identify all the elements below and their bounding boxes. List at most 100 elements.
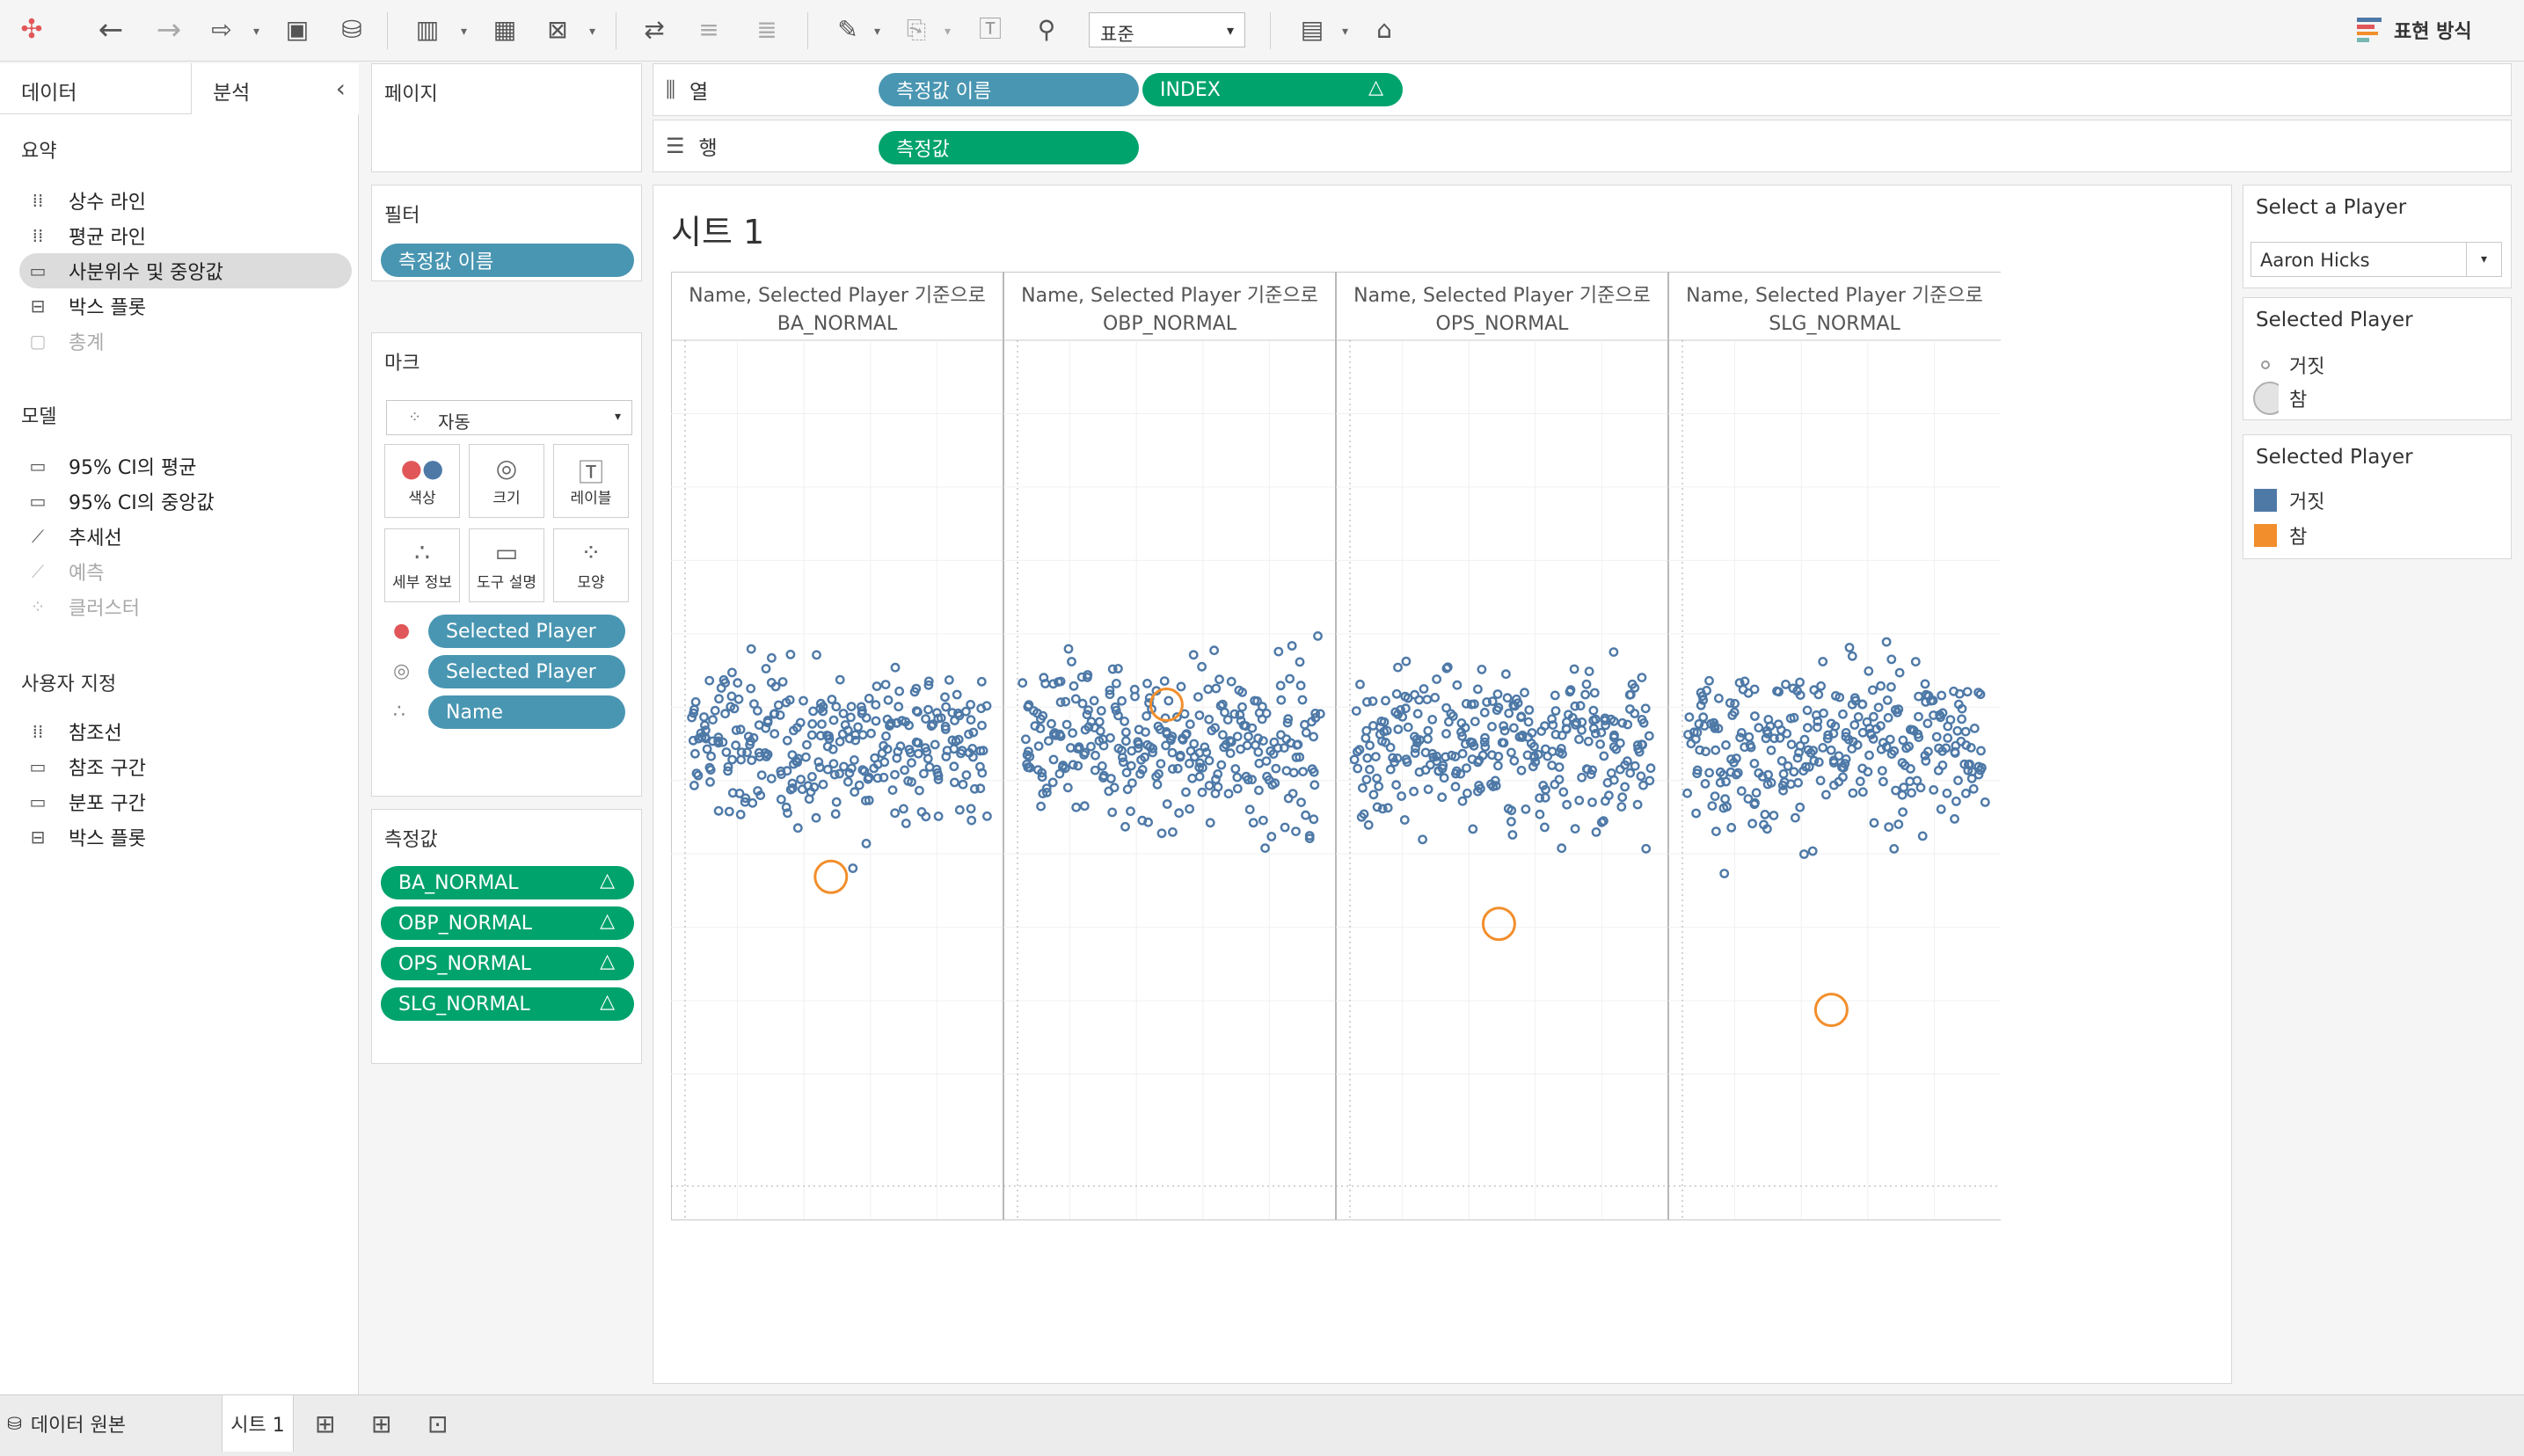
analytics-item-quartiles[interactable]: ▭ 사분위수 및 중앙값 xyxy=(19,253,352,288)
data-point xyxy=(1410,748,1420,758)
analytics-item-box-plot[interactable]: ⊟ 박스 플롯 xyxy=(19,288,352,324)
color-legend-item-true[interactable]: 참 xyxy=(2252,521,2307,550)
measure-pill-obp-normal[interactable]: OBP_NORMAL △ xyxy=(381,906,634,940)
new-dashboard-icon[interactable]: ⊞ xyxy=(371,1409,392,1438)
data-point xyxy=(1261,708,1272,718)
analytics-item-reference-line[interactable]: ⁞⁞ 참조선 xyxy=(19,714,352,749)
show-me-button[interactable]: 표현 방식 xyxy=(2357,14,2472,46)
columns-shelf[interactable]: ⫼ 열 측정값 이름 INDEX △ xyxy=(653,63,2512,116)
data-point xyxy=(1432,756,1441,767)
analytics-item-cluster[interactable]: ⁘ 클러스터 xyxy=(19,589,352,624)
size-button-label: 크기 xyxy=(492,490,521,507)
new-worksheet-dropdown-icon[interactable]: ▾ xyxy=(461,25,468,39)
sheet-tab-sheet1[interactable]: 시트 1 xyxy=(222,1395,294,1452)
fix-axes-icon[interactable]: ⚲ xyxy=(1037,15,1056,44)
data-point xyxy=(1479,707,1490,717)
tooltip-button[interactable]: ▭ 도구 설명 xyxy=(469,528,544,602)
size-legend: Selected Player 거짓 참 xyxy=(2243,297,2512,420)
analytics-item-ci-median[interactable]: ▭ 95% CI의 중앙값 xyxy=(19,484,352,519)
analytics-item-average-line[interactable]: ⁞⁞ 평균 라인 xyxy=(19,218,352,253)
analytics-item-box-plot-custom[interactable]: ⊟ 박스 플롯 xyxy=(19,819,352,855)
sort-ascending-icon[interactable]: ≡ xyxy=(698,15,719,44)
rows-shelf[interactable]: ☰ 행 측정값 xyxy=(653,120,2512,172)
marks-pill-color-selected-player[interactable]: Selected Player xyxy=(428,615,625,648)
data-point xyxy=(1506,747,1516,758)
redo-icon[interactable]: → xyxy=(156,12,182,47)
new-worksheet-icon[interactable]: ▥ xyxy=(415,15,440,44)
tableau-logo-icon[interactable]: ✣ xyxy=(20,14,43,45)
mark-type-select[interactable]: ⁘ 자동 ▾ xyxy=(386,400,632,435)
mark-type-value: 자동 xyxy=(438,411,471,433)
tab-analytics[interactable]: 분석 xyxy=(192,63,359,114)
highlight-dropdown-icon[interactable]: ▾ xyxy=(874,25,881,39)
measure-pill-ba-normal[interactable]: BA_NORMAL △ xyxy=(381,866,634,899)
scatter-chart[interactable]: Name, Selected Player 기준으로 BA_NORMAL Name,… xyxy=(671,272,2002,1225)
rows-pill-measure-values[interactable]: 측정값 xyxy=(879,131,1139,164)
data-point xyxy=(1928,695,1938,706)
collapse-pane-icon[interactable]: ‹ xyxy=(335,74,346,103)
filter-pill-measure-names[interactable]: 측정값 이름 xyxy=(381,244,634,277)
panel-header-line1: Name, Selected Player 기준으로 xyxy=(1353,285,1651,307)
data-source-tab[interactable]: ⛁ 데이터 원본 xyxy=(7,1395,126,1452)
sheet-title[interactable]: 시트 1 xyxy=(671,213,765,251)
detail-button[interactable]: ∴ 세부 정보 xyxy=(384,528,460,602)
data-point xyxy=(1107,664,1118,674)
analytics-item-distribution-band[interactable]: ▭ 분포 구간 xyxy=(19,784,352,819)
data-point xyxy=(1353,763,1363,774)
analytics-item-constant-line[interactable]: ⁞⁞ 상수 라인 xyxy=(19,183,352,218)
analytics-item-totals[interactable]: ▢ 총계 xyxy=(19,324,352,359)
data-point xyxy=(1609,647,1619,657)
measure-pill-slg-normal[interactable]: SLG_NORMAL △ xyxy=(381,987,634,1021)
new-worksheet-icon[interactable]: ⊞ xyxy=(315,1409,336,1438)
size-button[interactable]: ◎ 크기 xyxy=(469,444,544,518)
columns-pill-index[interactable]: INDEX △ xyxy=(1142,73,1403,106)
analytics-item-ci-mean[interactable]: ▭ 95% CI의 평균 xyxy=(19,448,352,484)
highlight-icon[interactable]: ✎ xyxy=(837,15,858,44)
presentation-mode-icon[interactable]: ⌂ xyxy=(1376,15,1392,44)
color-legend-item-false[interactable]: 거짓 xyxy=(2252,486,2324,514)
columns-pill-measure-names[interactable]: 측정값 이름 xyxy=(879,73,1139,106)
size-legend-item-true[interactable]: 참 xyxy=(2252,382,2307,415)
label-button[interactable]: 🅃 레이블 xyxy=(553,444,629,518)
data-point xyxy=(1439,773,1449,783)
data-point xyxy=(753,705,762,716)
marks-pill-size-selected-player[interactable]: Selected Player xyxy=(428,655,625,688)
marks-pill-detail-name[interactable]: Name xyxy=(428,695,625,729)
new-data-source-icon[interactable]: ⛁ xyxy=(341,15,362,44)
measure-pill-ops-normal[interactable]: OPS_NORMAL △ xyxy=(381,947,634,980)
data-point xyxy=(1382,803,1393,813)
group-members-icon[interactable]: ⎘ xyxy=(906,15,927,44)
average-line-icon: ⁞⁞ xyxy=(32,225,44,246)
tab-data[interactable]: 데이터 xyxy=(0,63,192,114)
player-select-dropdown[interactable]: Aaron Hicks ▾ xyxy=(2250,242,2502,277)
analytics-item-trend-line[interactable]: ⟋ 추세선 xyxy=(19,519,352,554)
replay-icon[interactable]: ⇨ xyxy=(211,15,232,44)
swap-rows-columns-icon[interactable]: ⇄ xyxy=(644,15,665,44)
duplicate-sheet-icon[interactable]: ▦ xyxy=(492,15,517,44)
show-mark-labels-icon[interactable]: 🅃 xyxy=(978,17,1002,43)
analytics-item-forecast[interactable]: ⟋ 예측 xyxy=(19,554,352,589)
size-legend-item-false[interactable]: 거짓 xyxy=(2252,351,2324,379)
save-icon[interactable]: ▣ xyxy=(285,15,310,44)
group-dropdown-icon[interactable]: ▾ xyxy=(945,25,952,39)
data-point xyxy=(1951,797,1961,806)
clear-sheet-dropdown-icon[interactable]: ▾ xyxy=(589,25,596,39)
data-point xyxy=(1696,700,1706,710)
analytics-item-reference-band[interactable]: ▭ 참조 구간 xyxy=(19,749,352,784)
clear-sheet-icon[interactable]: ⊠ xyxy=(547,15,568,44)
shape-button[interactable]: ⁘ 모양 xyxy=(553,528,629,602)
data-point xyxy=(1644,731,1654,741)
color-button[interactable]: ●● 색상 xyxy=(384,444,460,518)
filters-card[interactable]: 필터 측정값 이름 xyxy=(371,185,642,281)
undo-icon[interactable]: ← xyxy=(98,12,124,47)
replay-dropdown-icon[interactable]: ▾ xyxy=(253,25,260,39)
sort-descending-icon[interactable]: ≣ xyxy=(756,15,777,44)
show-cards-dropdown-icon[interactable]: ▾ xyxy=(1342,25,1349,39)
pages-card[interactable]: 페이지 xyxy=(371,63,642,172)
data-point xyxy=(735,810,746,819)
data-point xyxy=(1137,765,1148,775)
fit-select[interactable]: 표준 ▾ xyxy=(1089,12,1245,47)
new-story-icon[interactable]: ⊡ xyxy=(427,1409,449,1438)
data-point xyxy=(1795,690,1805,700)
show-cards-icon[interactable]: ▤ xyxy=(1300,15,1324,44)
